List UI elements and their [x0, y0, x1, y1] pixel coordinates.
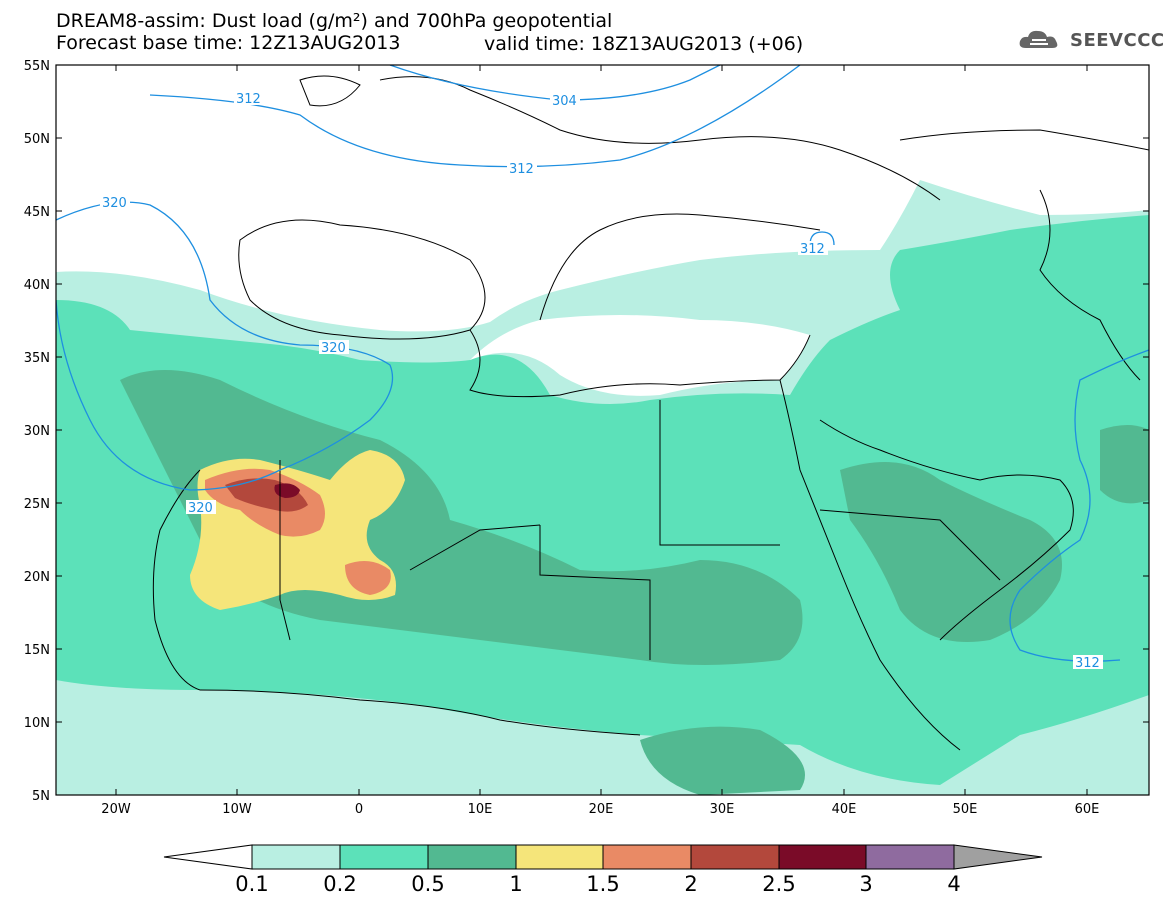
- lon-labels: 20W 10W 0 10E 20E 30E 40E 50E 60E: [101, 802, 1099, 817]
- colorbar-label: 0.1: [235, 872, 268, 896]
- lon-label: 10E: [468, 802, 493, 817]
- colorbar-segment: [427, 844, 517, 870]
- lon-label: 20W: [101, 802, 131, 817]
- colorbar-segment: [251, 844, 341, 870]
- seevccc-logo: SEEVCCC: [1018, 28, 1165, 52]
- colorbar-label: 3: [859, 872, 872, 896]
- lat-ticks: [56, 64, 1149, 796]
- colorbar-label: 1.5: [586, 872, 619, 896]
- lat-label: 10N: [24, 716, 50, 731]
- map-title: DREAM8-assim: Dust load (g/m²) and 700hP…: [56, 10, 613, 32]
- forecast-base-time: Forecast base time: 12Z13AUG2013: [56, 32, 401, 54]
- colorbar-label: 2: [684, 872, 697, 896]
- coastlines: [152, 75, 1149, 751]
- lat-label: 25N: [24, 497, 50, 512]
- contour-label: 320: [102, 196, 127, 211]
- colorbar-label: 1: [509, 872, 522, 896]
- dust-band-0.2: [56, 215, 1149, 785]
- logo-text: SEEVCCC: [1070, 29, 1165, 51]
- dust-band-2.5: [274, 483, 300, 498]
- colorbar-under-arrow: [163, 844, 253, 870]
- lat-label: 30N: [24, 424, 50, 439]
- lon-label: 30E: [710, 802, 735, 817]
- colorbar-labels: 0.1 0.2 0.5 1 1.5 2 2.5 3 4: [235, 872, 960, 896]
- lat-label: 45N: [24, 205, 50, 220]
- colorbar-over-arrow: [953, 844, 1043, 870]
- colorbar-segment: [778, 844, 867, 870]
- lat-labels: 55N 50N 45N 40N 35N 30N 25N 20N 15N 10N …: [24, 59, 50, 804]
- contour-label: 312: [509, 162, 534, 177]
- colorbar-label: 0.2: [323, 872, 356, 896]
- contour-label: 304: [552, 94, 577, 109]
- colorbar-label: 0.5: [411, 872, 444, 896]
- colorbar-label: 4: [947, 872, 960, 896]
- colorbar-segment: [339, 844, 429, 870]
- lat-label: 40N: [24, 278, 50, 293]
- valid-time: valid time: 18Z13AUG2013 (+06): [484, 33, 804, 55]
- lat-label: 5N: [32, 789, 50, 804]
- colorbar-segment: [690, 844, 780, 870]
- contour-label: 312: [800, 242, 825, 257]
- lon-label: 60E: [1075, 802, 1100, 817]
- contour-label: 312: [236, 92, 261, 107]
- lat-label: 50N: [24, 132, 50, 147]
- lat-label: 35N: [24, 351, 50, 366]
- colorbar-label: 2.5: [762, 872, 795, 896]
- lat-label: 20N: [24, 570, 50, 585]
- contour-label: 312: [1075, 656, 1100, 671]
- colorbar-segment: [602, 844, 692, 870]
- cloud-icon: [1019, 30, 1058, 48]
- lon-label: 50E: [953, 802, 978, 817]
- contour-label: 320: [188, 501, 213, 516]
- lon-label: 20E: [589, 802, 614, 817]
- colorbar: [163, 844, 1043, 870]
- lon-label: 40E: [832, 802, 857, 817]
- contour-labels: 312 304 312 320 312 320 320 312: [100, 91, 1103, 671]
- lon-label: 0: [355, 802, 363, 817]
- lon-ticks: [115, 65, 1088, 795]
- contour-label: 320: [321, 341, 346, 356]
- colorbar-segment: [515, 844, 604, 870]
- lon-label: 10W: [222, 802, 252, 817]
- colorbar-segment: [865, 844, 955, 870]
- lat-label: 15N: [24, 643, 50, 658]
- lat-label: 55N: [24, 59, 50, 74]
